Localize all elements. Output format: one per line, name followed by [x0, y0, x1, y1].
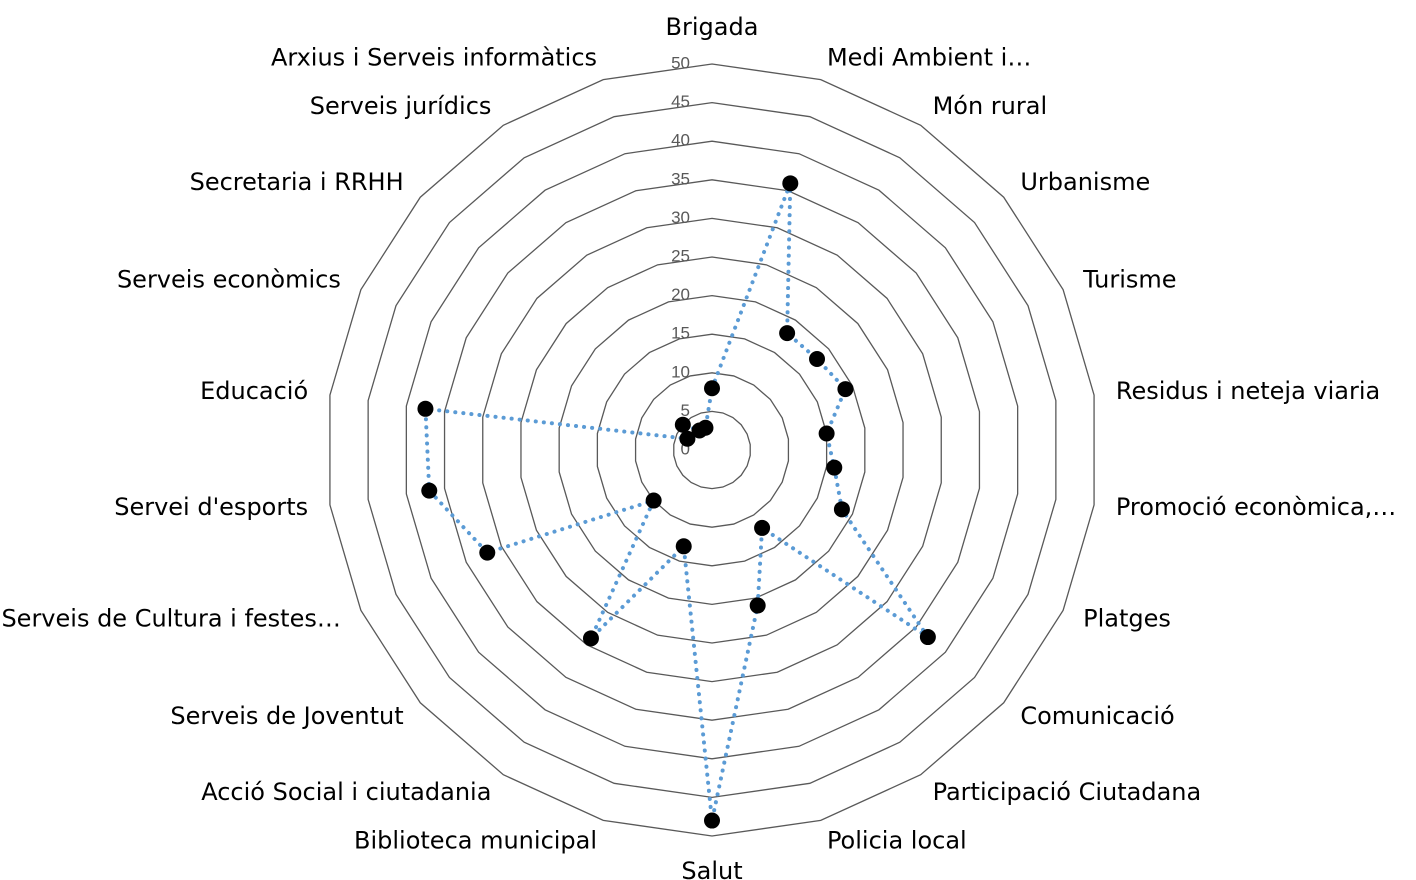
- tick-label: 30: [671, 208, 690, 227]
- category-label: Participació Ciutadana: [933, 778, 1202, 806]
- data-point: [837, 381, 854, 398]
- category-label: Residus i neteja viaria: [1116, 377, 1380, 405]
- tick-label: 10: [671, 362, 690, 381]
- grid-ring: [558, 294, 866, 606]
- category-label: Turisme: [1082, 266, 1176, 294]
- category-label: Policia local: [827, 826, 967, 854]
- category-label: Servei d'esports: [114, 493, 308, 521]
- category-label: Salut: [681, 857, 742, 880]
- category-label: Serveis econòmics: [117, 266, 341, 294]
- grid-ring: [405, 140, 1019, 760]
- data-point: [779, 325, 796, 342]
- data-point: [679, 430, 696, 447]
- category-label: Biblioteca municipal: [354, 826, 597, 854]
- data-point: [479, 544, 496, 561]
- category-label: Comunicació: [1020, 702, 1174, 730]
- data-point: [675, 538, 692, 555]
- data-point: [754, 519, 771, 536]
- data-point: [749, 597, 766, 614]
- data-point: [417, 400, 434, 417]
- data-point: [809, 351, 826, 368]
- data-point: [421, 482, 438, 499]
- category-label: Acció Social i ciutadania: [201, 778, 491, 806]
- category-label: Urbanisme: [1020, 168, 1150, 196]
- category-label: Promoció econòmica,…: [1116, 493, 1396, 521]
- tick-label: 50: [671, 53, 690, 72]
- category-label: Secretaria i RRHH: [190, 168, 404, 196]
- data-point: [582, 630, 599, 647]
- grid-ring: [520, 256, 904, 644]
- category-label: Educació: [200, 377, 308, 405]
- category-label: Brigada: [666, 13, 759, 41]
- grid-ring: [329, 63, 1095, 837]
- tick-label: 0: [681, 439, 690, 458]
- category-label: Serveis de Cultura i festes…: [1, 604, 340, 632]
- category-label: Serveis jurídics: [310, 92, 492, 120]
- data-point: [826, 459, 843, 476]
- category-label: Arxius i Serveis informàtics: [271, 44, 597, 72]
- tick-label: 45: [671, 92, 690, 111]
- data-point: [704, 812, 720, 829]
- tick-label: 35: [671, 169, 690, 188]
- data-point: [833, 501, 850, 518]
- data-point: [818, 425, 835, 442]
- data-point: [697, 419, 714, 436]
- data-point: [674, 416, 691, 433]
- data-line: [423, 182, 930, 821]
- grid-ring: [367, 101, 1057, 799]
- category-label: Serveis de Joventut: [170, 702, 403, 730]
- category-label: Platges: [1083, 604, 1171, 632]
- grid-ring: [482, 217, 942, 683]
- category-label: Medi Ambient i…: [827, 44, 1031, 72]
- tick-label: 20: [671, 285, 690, 304]
- data-point: [645, 492, 662, 509]
- grid-ring: [596, 333, 828, 567]
- grid-ring: [443, 179, 981, 721]
- data-point: [782, 175, 799, 192]
- data-point: [919, 629, 936, 646]
- data-point: [704, 380, 720, 397]
- grid-ring: [634, 372, 790, 528]
- tick-label: 25: [671, 246, 690, 265]
- category-label: Món rural: [933, 92, 1048, 120]
- tick-label: 5: [681, 401, 690, 420]
- tick-label: 40: [671, 131, 690, 150]
- tick-label: 15: [671, 324, 690, 343]
